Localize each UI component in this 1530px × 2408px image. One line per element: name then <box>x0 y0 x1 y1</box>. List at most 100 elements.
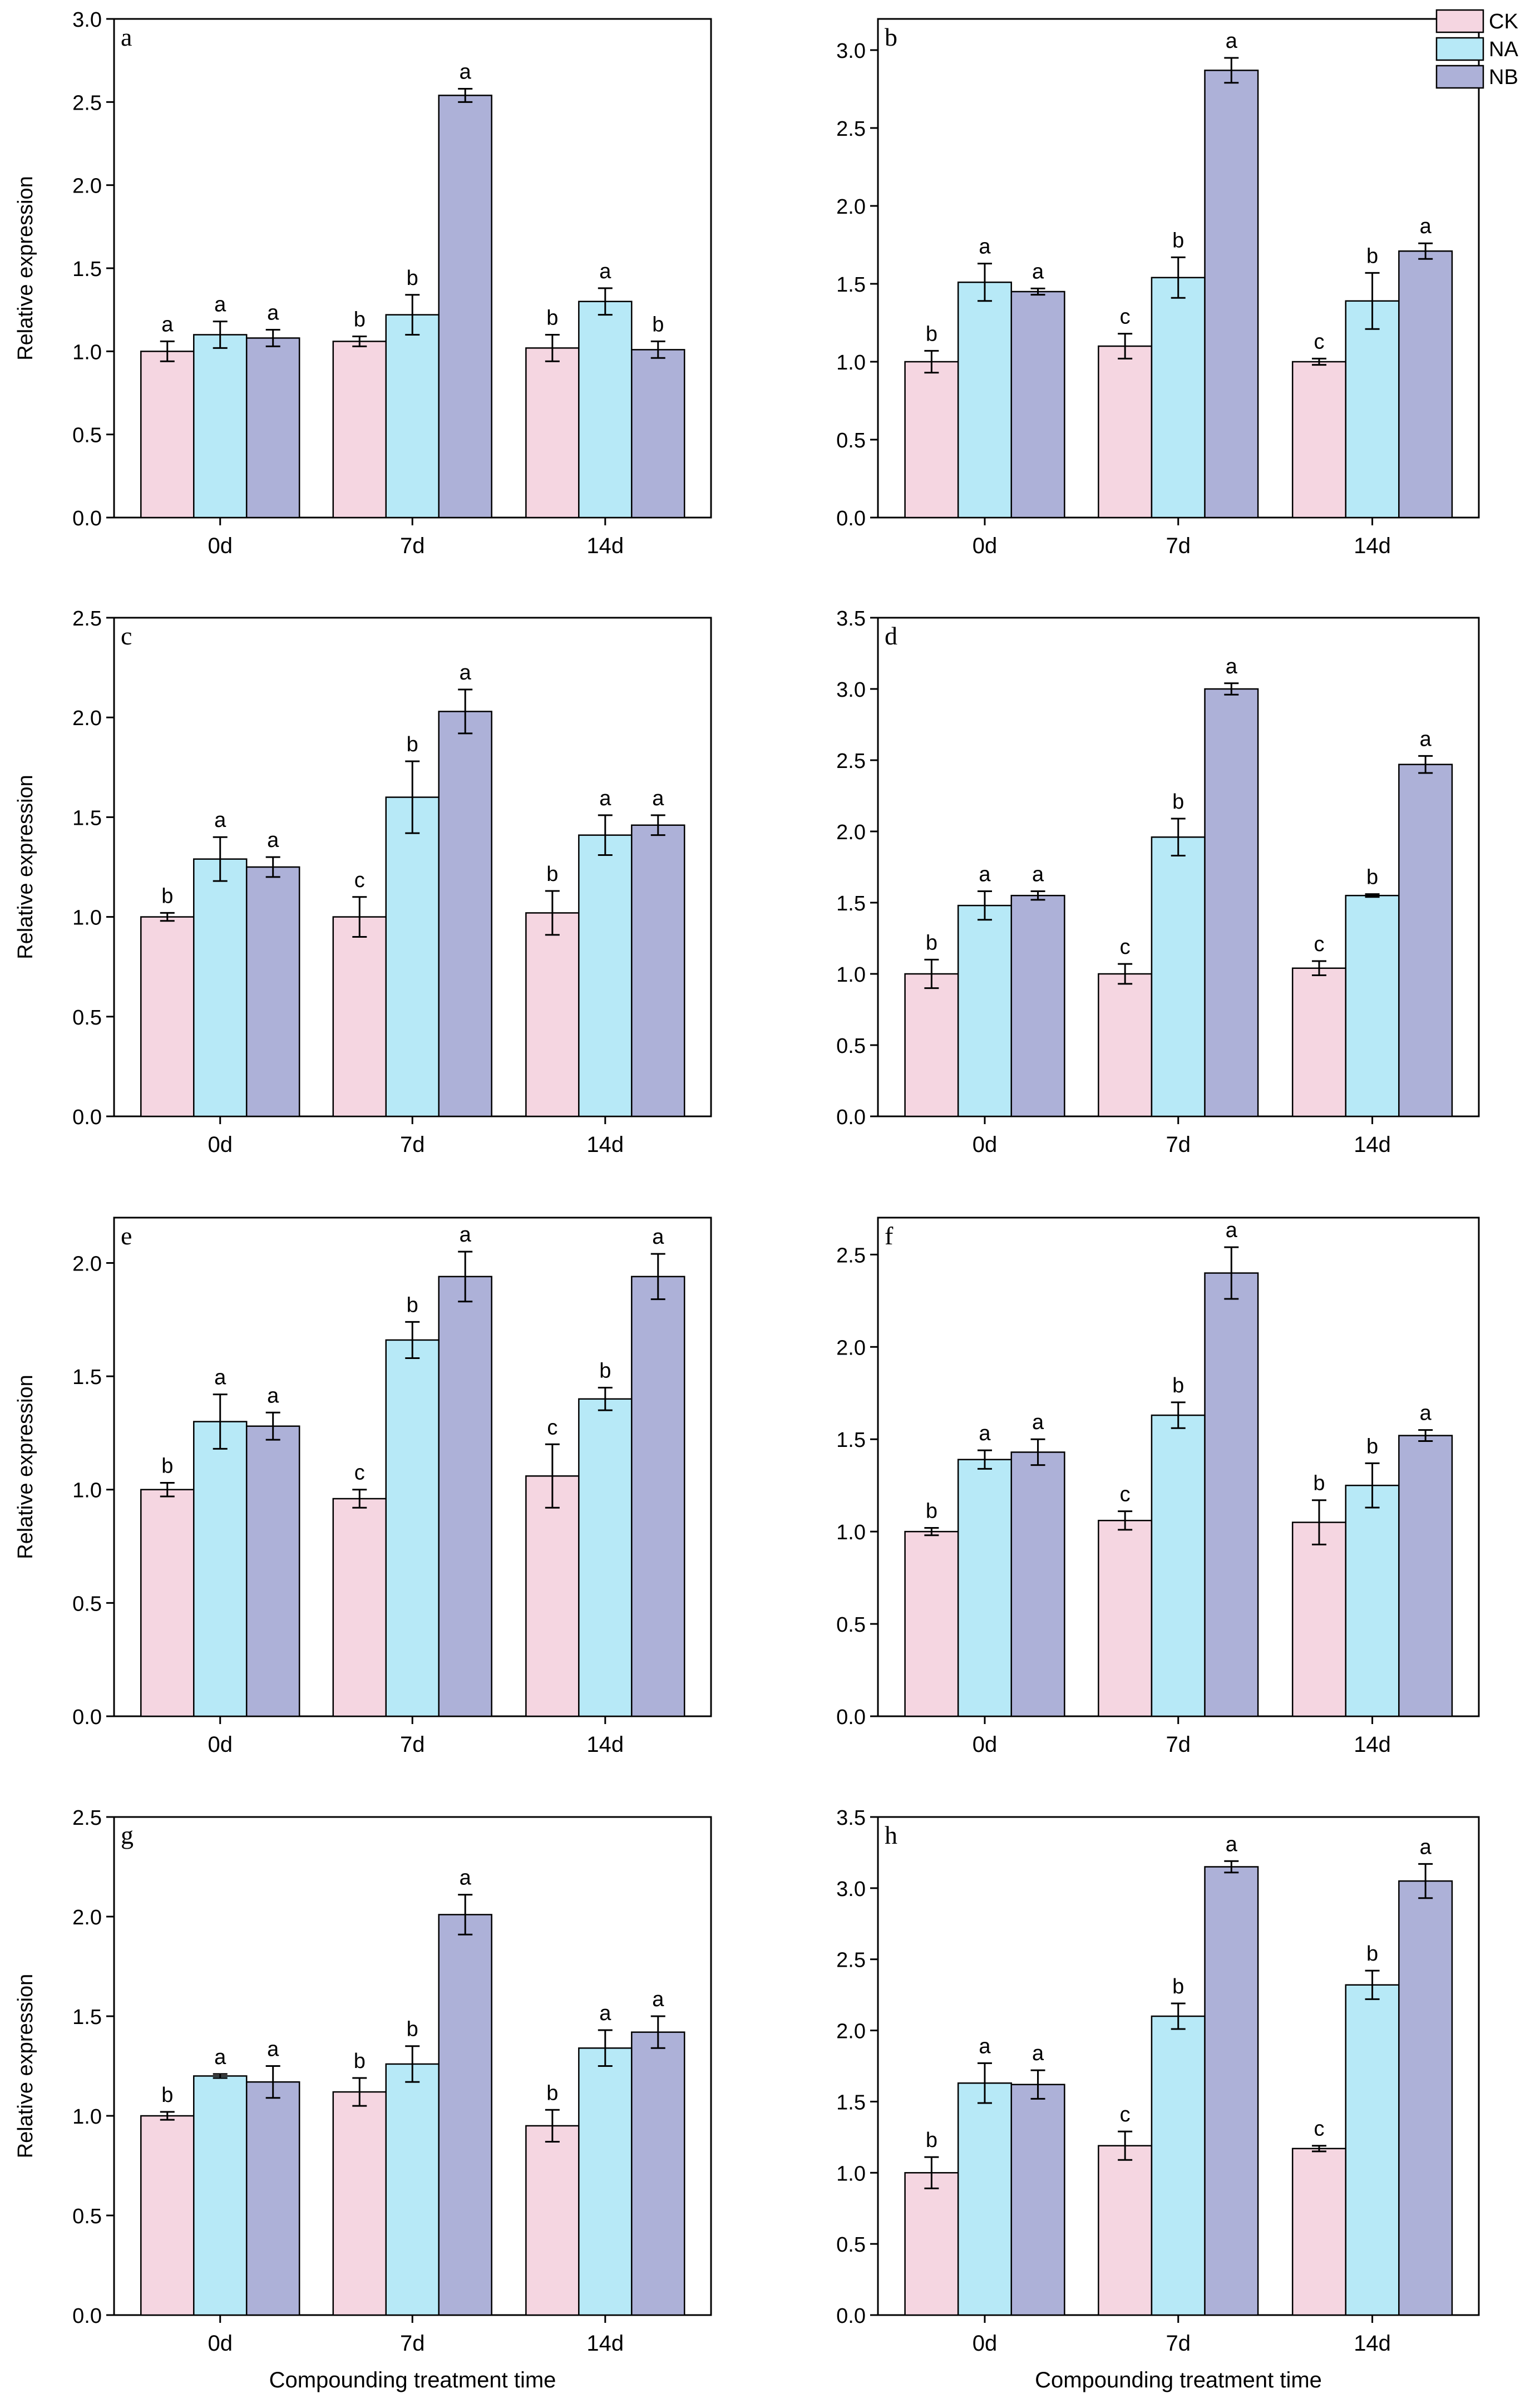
bar <box>1151 1414 1206 1717</box>
bar <box>578 2047 633 2316</box>
bar <box>1291 967 1347 1117</box>
bar <box>525 1475 580 1717</box>
y-tick-label: 2.5 <box>72 1806 102 1830</box>
bar <box>1010 894 1065 1117</box>
panel-b: 0.0 0.5 1.0 1.5 2.0 2.5 3.0 b c c a b b a a a 0d 7d 14d b <box>836 18 1480 558</box>
bar <box>140 2115 195 2316</box>
bar <box>1291 2148 1347 2316</box>
significance-label: c <box>354 1461 365 1485</box>
y-tick-label: 2.0 <box>72 175 102 198</box>
y-tick-label: 1.5 <box>72 806 102 830</box>
bar <box>631 349 685 519</box>
bar <box>385 1339 440 1717</box>
y-tick-label: 1.5 <box>72 1366 102 1389</box>
bar <box>1345 894 1400 1117</box>
panel-d: 0.0 0.5 1.0 1.5 2.0 2.5 3.0 3.5 b c c a b b a a a 0d 7d 14d… <box>836 607 1480 1157</box>
significance-label: a <box>979 863 991 887</box>
bar <box>904 1530 959 1717</box>
x-tick-label: 7d <box>400 1132 425 1157</box>
significance-label: a <box>460 1223 472 1247</box>
bar <box>438 95 492 519</box>
bar <box>438 1914 492 2316</box>
bar <box>193 1421 248 1717</box>
bar <box>1291 1521 1347 1717</box>
significance-label: b <box>546 306 558 329</box>
significance-label: a <box>214 809 226 832</box>
y-tick-label: 0.0 <box>72 1106 102 1129</box>
y-tick-label: 2.0 <box>72 707 102 730</box>
y-tick-label: 1.0 <box>836 2162 866 2185</box>
legend-swatch <box>1435 37 1484 61</box>
bar <box>631 2031 685 2316</box>
x-tick-label: 14d <box>586 1732 624 1757</box>
bar <box>385 314 440 519</box>
significance-label: a <box>599 787 611 810</box>
x-tick-label: 14d <box>586 534 624 558</box>
panel-letter: c <box>121 622 132 650</box>
bar <box>904 973 959 1117</box>
y-tick-label: 3.0 <box>72 8 102 32</box>
significance-label: a <box>1226 1833 1238 1856</box>
y-tick-label: 0.5 <box>836 2233 866 2257</box>
significance-label: a <box>1420 727 1432 751</box>
significance-label: a <box>267 302 279 325</box>
y-tick-label: 0.5 <box>72 1592 102 1616</box>
bar <box>438 1276 492 1717</box>
significance-label: c <box>1120 2103 1131 2126</box>
x-tick-label: 0d <box>973 1132 998 1157</box>
bar <box>1398 250 1453 519</box>
x-tick-label: 0d <box>208 534 233 558</box>
panel-letter: h <box>885 1821 897 1849</box>
y-tick-label: 2.0 <box>836 195 866 219</box>
significance-label: a <box>214 1366 226 1390</box>
bar <box>957 904 1013 1117</box>
bar <box>140 1489 195 1717</box>
panel-letter: e <box>121 1222 132 1250</box>
significance-label: c <box>547 1416 557 1439</box>
significance-label: b <box>1172 1975 1184 1998</box>
y-tick-label: 0.5 <box>836 1035 866 1058</box>
legend: CK NA NB <box>1435 9 1518 89</box>
significance-label: c <box>1314 2118 1324 2141</box>
significance-label: a <box>267 829 279 852</box>
y-tick-label: 0.5 <box>72 1006 102 1030</box>
x-tick-label: 14d <box>1354 2331 1391 2356</box>
y-tick-label: 1.5 <box>836 892 866 915</box>
significance-label: b <box>546 863 558 886</box>
x-tick-label: 14d <box>1354 1132 1391 1157</box>
bar <box>1204 1272 1259 1717</box>
significance-label: a <box>652 1225 664 1249</box>
bar <box>1204 688 1259 1117</box>
legend-label: CK <box>1489 10 1518 33</box>
y-tick-label: 2.5 <box>836 750 866 773</box>
panel-h: 0.0 0.5 1.0 1.5 2.0 2.5 3.0 3.5 b c c a b b a a a 0d 7d 14d… <box>836 1806 1480 2392</box>
y-tick-label: 3.0 <box>836 1878 866 1901</box>
significance-label: b <box>926 322 937 346</box>
y-tick-label: 2.5 <box>72 607 102 631</box>
panel-e: 0.0 0.5 1.0 1.5 2.0 b c c a b b a a a 0d 7d 14d e Relative… <box>14 1217 712 1757</box>
bar <box>631 824 685 1117</box>
significance-label: b <box>407 267 418 290</box>
x-tick-label: 14d <box>586 1132 624 1157</box>
bar <box>245 2081 300 2316</box>
significance-label: a <box>979 2035 991 2058</box>
bar <box>1345 1484 1400 1717</box>
bar <box>1398 764 1453 1117</box>
x-tick-label: 0d <box>973 534 998 558</box>
bar <box>578 1398 633 1717</box>
bar <box>1204 70 1259 519</box>
bar <box>332 341 387 519</box>
significance-label: a <box>1420 1835 1432 1859</box>
y-axis-title: Relative expression <box>14 775 37 959</box>
y-tick-label: 2.0 <box>836 821 866 844</box>
x-axis-title: Compounding treatment time <box>269 2368 556 2392</box>
significance-label: c <box>1314 933 1324 956</box>
significance-label: a <box>460 1867 472 1890</box>
significance-label: a <box>214 293 226 317</box>
significance-label: b <box>1366 1942 1378 1966</box>
panel-letter: d <box>885 622 897 650</box>
y-tick-label: 0.5 <box>836 429 866 452</box>
significance-label: b <box>926 2129 937 2152</box>
bar <box>385 796 440 1117</box>
